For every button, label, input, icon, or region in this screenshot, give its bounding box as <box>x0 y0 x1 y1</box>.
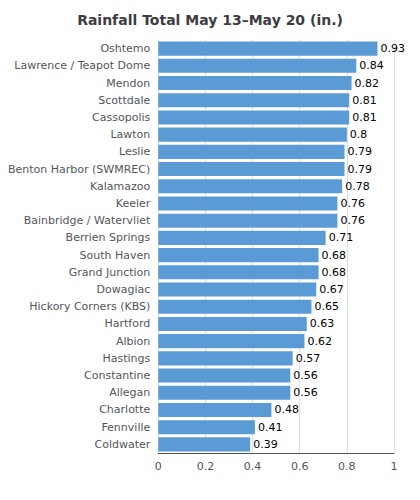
svg-text:Bainbridge / Watervliet: Bainbridge / Watervliet <box>24 214 151 227</box>
svg-text:0: 0 <box>155 460 162 473</box>
svg-text:1: 1 <box>391 460 398 473</box>
svg-text:Allegan: Allegan <box>109 386 150 399</box>
svg-text:0.41: 0.41 <box>258 421 283 434</box>
svg-text:Constantine: Constantine <box>84 369 150 382</box>
svg-text:Hartford: Hartford <box>105 317 151 330</box>
svg-text:0.67: 0.67 <box>319 283 344 296</box>
svg-text:0.68: 0.68 <box>322 249 347 262</box>
svg-text:Mendon: Mendon <box>106 77 150 90</box>
svg-text:Albion: Albion <box>116 335 150 348</box>
svg-text:Lawrence / Teapot Dome: Lawrence / Teapot Dome <box>14 59 150 72</box>
svg-text:Hickory Corners (KBS): Hickory Corners (KBS) <box>29 300 150 313</box>
svg-text:0.76: 0.76 <box>340 197 365 210</box>
svg-text:0.79: 0.79 <box>347 145 372 158</box>
svg-text:0.39: 0.39 <box>253 438 278 451</box>
svg-text:Coldwater: Coldwater <box>94 438 150 451</box>
svg-text:0.56: 0.56 <box>293 386 318 399</box>
svg-text:0.79: 0.79 <box>347 163 372 176</box>
svg-text:0.8: 0.8 <box>350 128 368 141</box>
svg-text:0.56: 0.56 <box>293 369 318 382</box>
svg-text:0.48: 0.48 <box>274 403 299 416</box>
svg-text:Charlotte: Charlotte <box>99 403 150 416</box>
svg-text:Dowagiac: Dowagiac <box>97 283 151 296</box>
svg-text:Keeler: Keeler <box>116 197 151 210</box>
svg-text:0.82: 0.82 <box>355 77 380 90</box>
svg-text:0.84: 0.84 <box>359 59 384 72</box>
svg-text:Berrien Springs: Berrien Springs <box>66 231 151 244</box>
svg-text:Hastings: Hastings <box>102 352 150 365</box>
svg-text:Kalamazoo: Kalamazoo <box>90 180 151 193</box>
svg-text:South Haven: South Haven <box>80 249 151 262</box>
svg-text:Cassopolis: Cassopolis <box>92 111 150 124</box>
svg-text:Oshtemo: Oshtemo <box>100 42 150 55</box>
svg-text:0.76: 0.76 <box>340 214 365 227</box>
svg-text:Benton Harbor (SWMREC): Benton Harbor (SWMREC) <box>8 163 150 176</box>
svg-text:0.62: 0.62 <box>307 335 332 348</box>
svg-text:0.81: 0.81 <box>352 111 377 124</box>
svg-text:0.2: 0.2 <box>197 460 215 473</box>
svg-text:Rainfall Total May 13–May 20 (: Rainfall Total May 13–May 20 (in.) <box>77 12 343 28</box>
svg-text:0.6: 0.6 <box>291 460 309 473</box>
svg-text:0.57: 0.57 <box>296 352 321 365</box>
svg-text:Lawton: Lawton <box>110 128 150 141</box>
svg-text:0.8: 0.8 <box>338 460 356 473</box>
svg-text:0.63: 0.63 <box>310 317 335 330</box>
svg-text:Scottdale: Scottdale <box>98 94 150 107</box>
svg-text:0.68: 0.68 <box>322 266 347 279</box>
svg-text:0.93: 0.93 <box>380 42 405 55</box>
svg-text:0.65: 0.65 <box>314 300 339 313</box>
svg-text:Leslie: Leslie <box>119 145 151 158</box>
svg-text:Grand Junction: Grand Junction <box>69 266 151 279</box>
svg-text:0.4: 0.4 <box>244 460 262 473</box>
svg-text:0.81: 0.81 <box>352 94 377 107</box>
svg-text:0.78: 0.78 <box>345 180 370 193</box>
svg-text:Fennville: Fennville <box>101 421 150 434</box>
svg-text:0.71: 0.71 <box>329 231 354 244</box>
